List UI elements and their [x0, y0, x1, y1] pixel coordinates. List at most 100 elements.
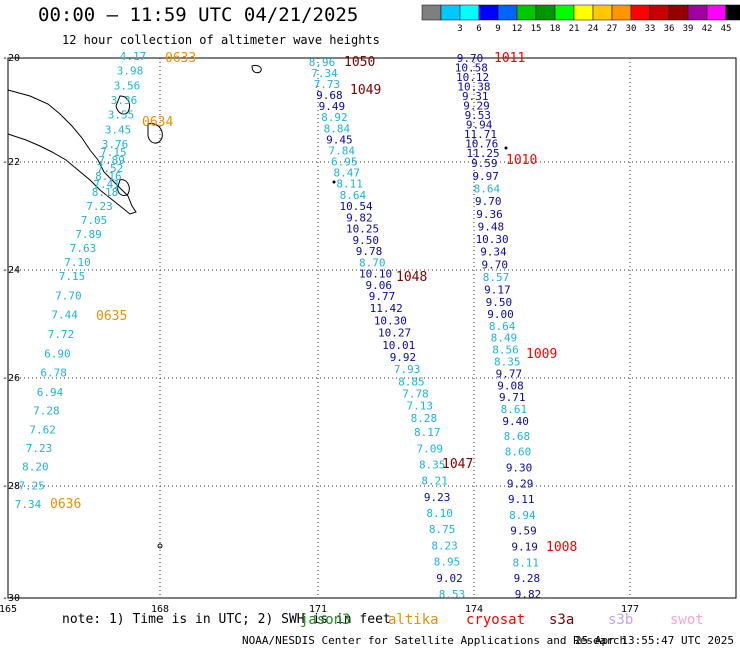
wave-height-value: 7.15	[100, 146, 127, 159]
wave-height-value: 9.70	[475, 195, 502, 208]
wave-height-value: 9.78	[356, 245, 383, 258]
legend-label: 12	[512, 24, 523, 34]
wave-height-value: 9.71	[499, 391, 526, 404]
wave-height-value: 9.97	[472, 170, 499, 183]
wave-height-value: 8.11	[513, 556, 540, 569]
wave-height-value: 10.58	[455, 61, 488, 74]
legend-swatch	[649, 4, 670, 21]
wave-height-value: 9.11	[508, 493, 535, 506]
legend-label: 42	[702, 24, 713, 34]
wave-height-value: 9.82	[346, 211, 373, 224]
wave-height-value: 9.48	[478, 220, 505, 233]
legend-swatch	[554, 4, 575, 21]
wave-height-value: 7.09	[416, 442, 443, 455]
wave-height-value: 7.34	[15, 498, 42, 511]
wave-height-value: 8.35	[419, 458, 446, 471]
wave-height-value: 6.95	[331, 155, 358, 168]
wave-height-value: 9.00	[487, 308, 514, 321]
wave-height-value: 8.64	[340, 189, 367, 202]
lon-tick-label: 165	[0, 604, 17, 615]
wave-height-value: 9.77	[496, 367, 523, 380]
wave-height-value: 6.90	[44, 347, 71, 360]
pass-time-label: 1050	[344, 55, 375, 70]
reef-dot	[332, 180, 336, 184]
wave-height-value: 9.36	[476, 208, 503, 221]
wave-height-value: 9.53	[465, 109, 492, 122]
wave-height-value: 9.17	[484, 284, 511, 297]
legend-label: 18	[550, 24, 561, 34]
wave-height-value: 8.35	[494, 355, 521, 368]
wave-height-value: 9.02	[436, 572, 463, 585]
wave-height-value: 9.31	[462, 90, 489, 103]
legend-label: 30	[626, 24, 637, 34]
timestamp: 25 Apr 13:55:47 UTC 2025	[575, 634, 734, 647]
legend-swatch	[478, 4, 499, 21]
wave-height-value: 8.18	[92, 186, 119, 199]
wave-height-value: 9.92	[390, 351, 417, 364]
legend-swatch	[516, 4, 537, 21]
satellite-swot: swot	[670, 612, 704, 628]
coastline	[251, 65, 262, 74]
satellite-s3b: s3b	[608, 612, 634, 628]
wave-height-value: 3.76	[102, 138, 129, 151]
wave-height-value: 8.68	[504, 430, 531, 443]
map-frame	[7, 57, 737, 599]
legend-label: 36	[664, 24, 675, 34]
pass-time-label: 1047	[442, 457, 473, 472]
wave-height-value: 9.59	[510, 525, 537, 538]
wave-height-value: 7.23	[86, 200, 113, 213]
pass-time-label: 1008	[546, 540, 577, 555]
footer-note: note: 1) Time is in UTC; 2) SWH is in fe…	[62, 612, 391, 627]
legend-swatch	[687, 4, 708, 21]
wave-height-value: 9.34	[480, 246, 507, 259]
wave-height-value: 7.89	[75, 228, 102, 241]
legend-label: 33	[645, 24, 656, 34]
wave-height-value: 8.56	[492, 344, 519, 357]
islet	[157, 543, 163, 549]
wave-height-value: 10.76	[465, 137, 498, 150]
wave-height-value: 9.30	[506, 461, 533, 474]
wave-height-value: 10.30	[476, 233, 509, 246]
wave-height-value: 9.29	[463, 99, 490, 112]
wave-height-value: 7.25	[18, 479, 45, 492]
wave-height-value: 9.82	[515, 588, 542, 601]
lon-tick-label: 168	[151, 604, 169, 615]
wave-height-value: 8.61	[501, 403, 528, 416]
legend-swatch	[611, 4, 632, 21]
wave-height-value: 7.73	[314, 78, 341, 91]
legend-label: 15	[531, 24, 542, 34]
legend-label: 3	[457, 24, 462, 34]
wave-height-value: 10.38	[457, 80, 490, 93]
lon-tick-label: 171	[309, 604, 327, 615]
wave-height-value: 7.13	[406, 400, 433, 413]
legend-label: 24	[588, 24, 599, 34]
wave-height-value: 8.10	[426, 507, 453, 520]
pass-time-label: 0634	[142, 115, 173, 130]
wave-height-value: 7.78	[402, 388, 429, 401]
wave-height-value: 7.70	[55, 289, 82, 302]
wave-height-value: 8.57	[483, 271, 510, 284]
wave-height-value: 9.40	[502, 415, 529, 428]
wave-height-value: 9.94	[466, 118, 493, 131]
pass-time-label: 1011	[494, 51, 525, 66]
wave-height-value: 3.98	[117, 65, 144, 78]
wave-height-value: 8.64	[474, 182, 501, 195]
wave-height-value: 3.55	[108, 109, 135, 122]
wave-height-value: 8.64	[489, 320, 516, 333]
wave-height-value: 7.62	[29, 423, 56, 436]
legend-label: 27	[607, 24, 618, 34]
wave-height-value: 8.60	[505, 446, 532, 459]
wave-height-value: 10.27	[378, 327, 411, 340]
coastline	[147, 123, 163, 144]
legend-swatch	[497, 4, 518, 21]
wave-height-value: 7.44	[51, 309, 78, 322]
lat-tick-label: -28	[2, 481, 20, 492]
wave-height-value: 8.16	[95, 170, 122, 183]
wave-height-value: 4.17	[120, 50, 147, 63]
satellite-altika: altika	[388, 612, 439, 628]
lat-tick-label: -24	[2, 265, 20, 276]
reef-dot	[504, 146, 508, 150]
wave-height-value: 10.54	[340, 200, 373, 213]
legend-swatch	[421, 4, 442, 21]
